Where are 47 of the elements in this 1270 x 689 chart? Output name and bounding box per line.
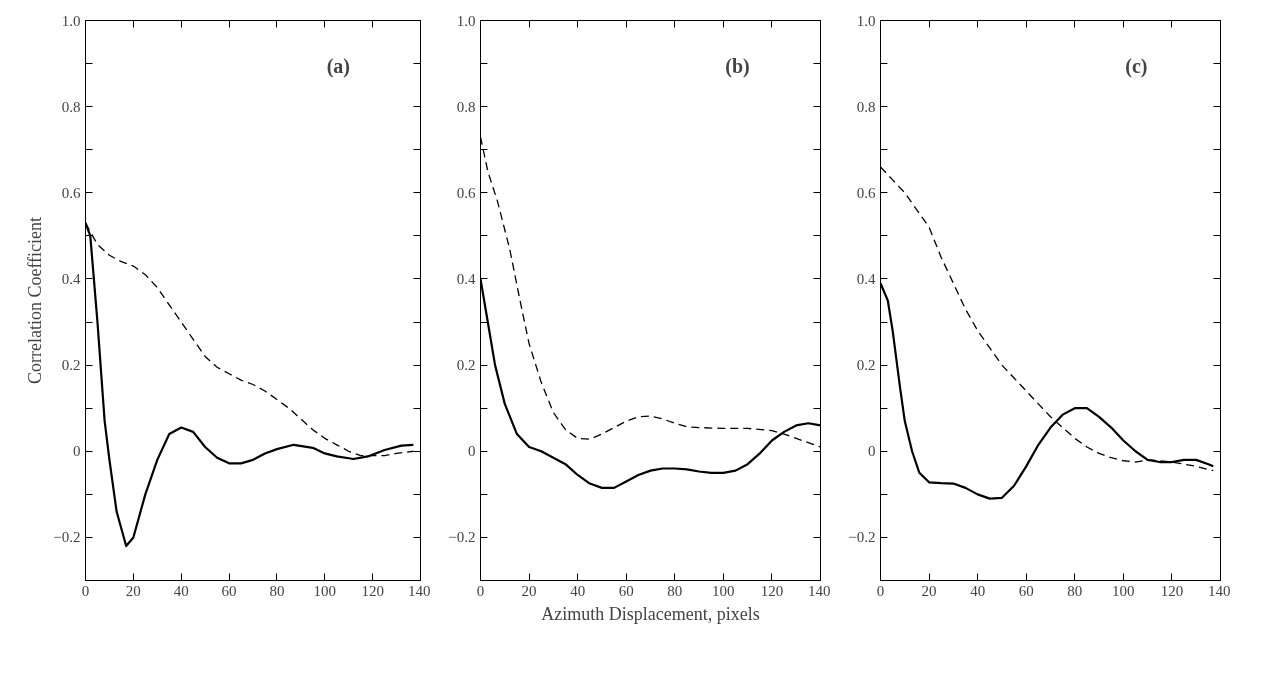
x-tick-label: 120: [361, 582, 384, 599]
y-tick-label: 0: [468, 443, 476, 460]
x-tick-label: 20: [921, 582, 937, 599]
x-tick-label: 100: [712, 582, 735, 599]
y-tick-label: 1.0: [61, 12, 81, 29]
y-tick-label: 0: [868, 443, 876, 460]
y-tick-label: 0.4: [856, 270, 876, 287]
y-tick-label: −0.2: [53, 529, 81, 546]
x-tick-label: 80: [269, 582, 285, 599]
annotation: (b): [725, 54, 750, 78]
y-tick-label: 0.6: [61, 184, 81, 201]
x-tick-label: 140: [808, 582, 831, 599]
y-tick-label: −0.2: [848, 529, 876, 546]
y-tick-label: 0.4: [456, 270, 476, 287]
x-tick-label: 80: [667, 582, 683, 599]
x-tick-label: 80: [1067, 582, 1083, 599]
y-tick-label: 1.0: [856, 12, 876, 29]
y-tick-label: 0.6: [456, 184, 476, 201]
y-tick-label: 0.4: [61, 270, 81, 287]
x-tick-label: 100: [1112, 582, 1135, 599]
x-axis-title: Azimuth Displacement, pixels: [541, 603, 760, 624]
y-tick-label: 0.2: [456, 357, 476, 374]
x-tick-label: 40: [970, 582, 986, 599]
x-tick-label: 60: [618, 582, 634, 599]
y-tick-label: −0.2: [448, 529, 476, 546]
y-tick-label: 1.0: [456, 12, 476, 29]
x-tick-label: 40: [173, 582, 189, 599]
y-tick-label: 0.2: [61, 357, 81, 374]
x-tick-label: 100: [313, 582, 337, 599]
y-tick-label: 0.8: [61, 98, 81, 115]
y-tick-label: 0.6: [856, 184, 876, 201]
annotation: (c): [1125, 54, 1148, 78]
y-tick-label: 0.8: [456, 98, 476, 115]
x-tick-label: 120: [1160, 582, 1184, 599]
x-tick-label: 20: [125, 582, 141, 599]
x-tick-label: 60: [221, 582, 237, 599]
x-tick-label: 140: [1208, 582, 1231, 599]
x-tick-label: 120: [760, 582, 784, 599]
x-tick-label: 60: [1018, 582, 1034, 599]
y-axis-title: Correlation Coefficient: [25, 216, 46, 385]
x-tick-label: 40: [570, 582, 586, 599]
y-tick-label: 0.8: [856, 98, 876, 115]
x-tick-label: 20: [521, 582, 537, 599]
y-tick-label: 0.2: [856, 357, 876, 374]
y-tick-label: 0: [73, 443, 81, 460]
annotation: (a): [326, 54, 351, 78]
x-tick-label: 140: [408, 582, 431, 599]
